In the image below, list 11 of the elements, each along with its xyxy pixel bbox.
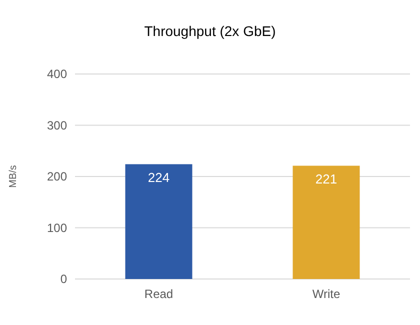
y-tick-label: 200 [46, 170, 68, 184]
chart-title: Throughput (2x GbE) [144, 23, 276, 39]
x-tick-label: Read [144, 287, 174, 301]
y-tick-label: 400 [46, 67, 68, 81]
data-label: 221 [315, 172, 338, 187]
y-tick-label: 100 [46, 220, 68, 235]
y-tick-label: 0 [60, 272, 68, 286]
y-tick-label: 300 [46, 118, 68, 132]
data-label: 224 [148, 170, 170, 186]
x-tick-label: Write [312, 287, 340, 301]
y-axis-title: MB/s [8, 165, 19, 188]
